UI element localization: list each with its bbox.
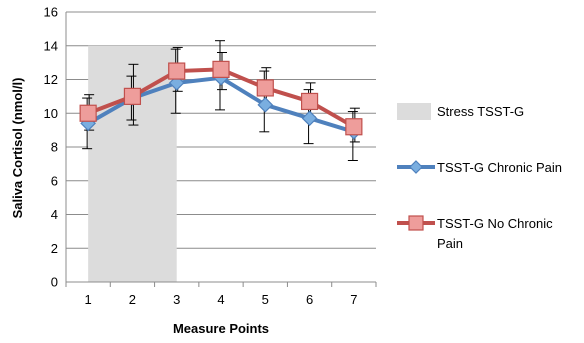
data-point-no-chronic-pain — [256, 79, 274, 97]
x-tick-label: 5 — [262, 292, 269, 307]
data-point-no-chronic-pain — [345, 118, 363, 136]
data-point-no-chronic-pain — [123, 87, 142, 105]
y-tick-label: 4 — [51, 207, 58, 222]
legend-swatch-stress — [397, 103, 431, 120]
x-tick-label: 7 — [350, 292, 357, 307]
stress-region — [88, 45, 177, 282]
legend-label-chronic-pain: TSST-G Chronic Pain — [437, 160, 562, 175]
y-tick-label: 10 — [44, 106, 58, 121]
stress-region-layer — [88, 45, 177, 282]
x-tick-label: 1 — [85, 292, 92, 307]
data-point-chronic-pain — [257, 96, 274, 113]
data-point-no-chronic-pain — [168, 62, 186, 80]
data-point-no-chronic-pain — [79, 104, 97, 122]
x-tick-label: 6 — [306, 292, 313, 307]
legend-marker-diamond-icon — [409, 160, 423, 174]
x-tick-label: 3 — [173, 292, 180, 307]
legend-marker-square-icon — [408, 215, 424, 231]
series-markers — [79, 60, 363, 140]
legend: Stress TSST-G TSST-G Chronic Pain TSST-G… — [397, 103, 562, 251]
y-tick-label: 2 — [51, 241, 58, 256]
x-tick-label: 4 — [217, 292, 224, 307]
data-point-no-chronic-pain — [212, 60, 230, 78]
y-tick-label: 14 — [44, 38, 58, 53]
y-axis-title: Saliva Cortisol (nmol/l) — [10, 78, 25, 219]
y-tick-label: 16 — [44, 5, 58, 20]
legend-label-no-chronic-pain-line2: Pain — [437, 236, 463, 251]
x-tick-label: 2 — [129, 292, 136, 307]
data-point-chronic-pain — [301, 110, 318, 127]
legend-label-stress: Stress TSST-G — [437, 104, 524, 119]
y-tick-label: 12 — [44, 72, 58, 87]
axes — [65, 12, 377, 287]
legend-label-no-chronic-pain-line1: TSST-G No Chronic — [437, 216, 553, 231]
x-axis-title: Measure Points — [173, 321, 269, 336]
y-tick-label: 6 — [51, 173, 58, 188]
y-tick-label: 8 — [51, 140, 58, 155]
y-tick-label: 0 — [51, 275, 58, 290]
data-point-no-chronic-pain — [300, 92, 319, 111]
